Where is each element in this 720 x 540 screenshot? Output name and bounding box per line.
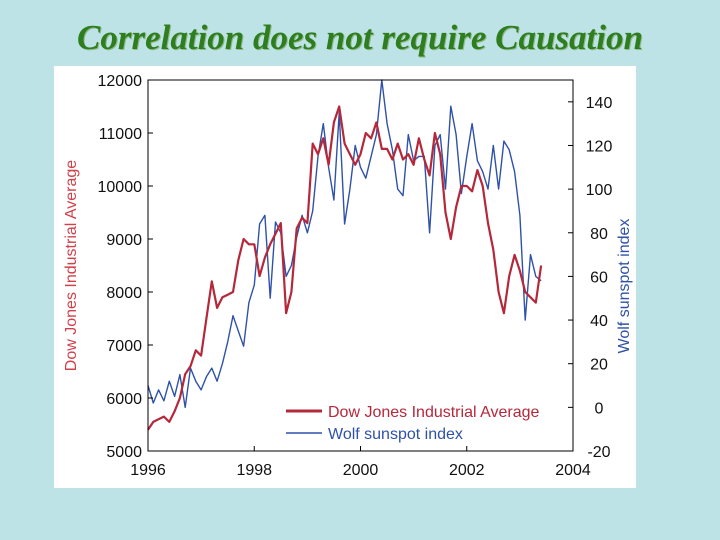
right-tick-label: 100 (586, 182, 613, 199)
bottom-tick-label: 2000 (343, 462, 379, 479)
right-tick-label: 20 (590, 357, 608, 374)
right-axis-label: Wolf sunspot index (616, 219, 633, 354)
left-tick-label: 6000 (106, 391, 142, 408)
bottom-tick-label: 2002 (449, 462, 485, 479)
chart-panel: 5000 6000 7000 8000 9000 10000 11000 12000 -20 0… (54, 66, 636, 488)
series-line-dow (147, 105, 543, 431)
slide-title: Correlation does not require Causation (77, 18, 643, 57)
plot-frame (147, 79, 574, 452)
legend: Dow Jones Industrial Average Wolf sunspo… (286, 404, 539, 443)
bottom-tick-label: 2004 (555, 462, 591, 479)
left-tick-label: 12000 (98, 73, 143, 90)
bottom-axis-ticks: 1996 1998 2000 2002 2004 (130, 446, 591, 479)
left-tick-label: 5000 (106, 444, 142, 461)
left-axis-label: Dow Jones Industrial Average (63, 160, 80, 371)
right-tick-label: 40 (590, 313, 608, 330)
right-tick-label: 0 (595, 400, 604, 417)
legend-label-dow: Dow Jones Industrial Average (328, 404, 539, 421)
left-tick-label: 8000 (106, 285, 142, 302)
left-axis-ticks: 5000 6000 7000 8000 9000 10000 11000 12000 (98, 73, 153, 461)
right-axis-ticks: -20 0 20 40 60 80 100 120 140 (568, 95, 612, 461)
legend-label-sunspot: Wolf sunspot index (328, 426, 463, 443)
bottom-tick-label: 1998 (236, 462, 272, 479)
right-tick-label: 140 (586, 95, 613, 112)
right-tick-label: 80 (590, 226, 608, 243)
left-tick-label: 7000 (106, 338, 142, 355)
bottom-tick-label: 1996 (130, 462, 166, 479)
left-tick-label: 10000 (98, 179, 143, 196)
dow-sunspot-chart: 5000 6000 7000 8000 9000 10000 11000 12000 -20 0… (63, 73, 633, 479)
series-layer (147, 79, 543, 431)
right-tick-label: 60 (590, 269, 608, 286)
right-tick-label: 120 (586, 138, 613, 155)
series-line-sunspot (147, 79, 542, 409)
left-tick-label: 11000 (99, 126, 142, 143)
left-tick-label: 9000 (106, 232, 142, 249)
right-tick-label: -20 (587, 444, 610, 461)
